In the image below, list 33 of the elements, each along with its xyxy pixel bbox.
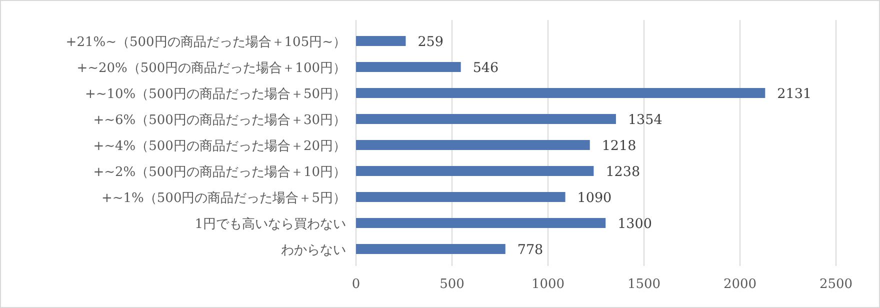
bar [356,166,594,176]
data-label: 259 [418,34,444,50]
y-tick-label: +~10%（500円の商品だった場合＋50円） [84,87,346,102]
bar [356,218,606,228]
data-label: 1090 [577,190,612,206]
y-tick-label: +~1%（500円の商品だった場合＋5円） [102,191,346,206]
bar [356,62,461,72]
x-tick-label: 1500 [627,277,661,292]
data-label: 2131 [777,86,812,102]
bar [356,114,616,124]
bar [356,140,590,150]
bar [356,88,766,98]
y-tick-label: +21%~（500円の商品だった場合＋105円~） [66,35,346,50]
data-label: 778 [517,242,544,258]
y-tick-label: わからない [281,243,346,258]
x-tick-label: 1000 [531,277,565,292]
bar [356,244,506,254]
y-tick-label: +~6%（500円の商品だった場合＋30円） [93,113,346,128]
y-tick-label: +~4%（500円の商品だった場合＋20円） [93,139,346,154]
data-label: 1300 [618,216,652,232]
data-label: 1218 [602,138,636,154]
x-tick-label: 500 [440,277,464,292]
y-tick-label: 1円でも高いなら買わない [194,216,346,232]
data-label: 1238 [606,164,640,180]
y-tick-label: +~2%（500円の商品だった場合＋10円） [93,165,346,180]
x-tick-label: 2500 [819,277,853,292]
data-label: 1354 [628,112,662,128]
bar [356,192,566,202]
y-tick-label: +~20%（500円の商品だった場合＋100円） [76,61,346,76]
x-tick-label: 0 [352,277,360,292]
x-tick-label: 2000 [723,277,757,292]
bar [356,36,406,46]
data-label: 546 [472,60,499,76]
